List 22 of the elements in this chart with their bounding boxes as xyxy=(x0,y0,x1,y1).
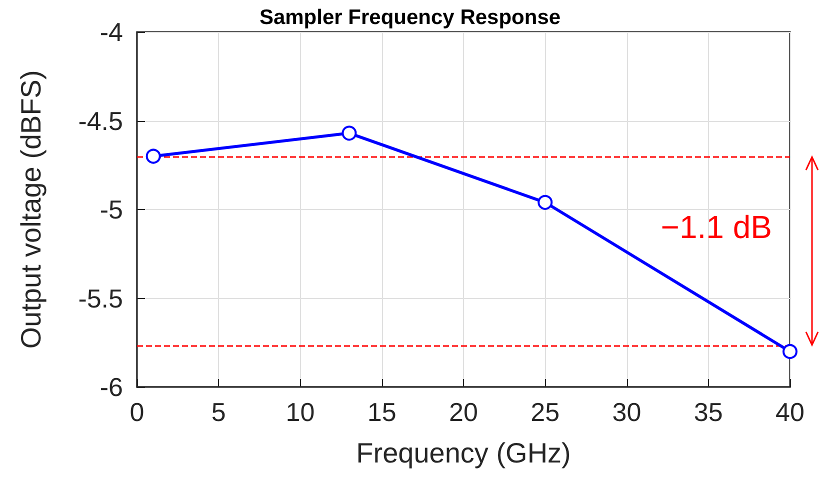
y-tick-label: -6 xyxy=(100,372,123,402)
annotation: −1.1 dB xyxy=(660,209,772,246)
point xyxy=(342,126,357,141)
x-tick-label: 5 xyxy=(211,397,226,427)
point xyxy=(782,344,798,359)
y-tick-label: -4 xyxy=(100,17,123,47)
x-tick-label: 10 xyxy=(286,397,315,427)
x-tick-label: 25 xyxy=(530,397,560,427)
x-axis-title: Frequency (GHz) xyxy=(356,438,571,468)
chart-title: Sampler Frequency Response xyxy=(259,6,561,29)
point xyxy=(538,194,553,210)
y-tick-label: -5 xyxy=(100,194,123,224)
x-tick-label: 15 xyxy=(367,397,396,427)
x-tick-label: 20 xyxy=(449,397,478,427)
x-tick-label: 0 xyxy=(130,397,144,427)
x-tick-label: 40 xyxy=(776,397,804,427)
x-tick-label: 35 xyxy=(694,397,723,427)
point xyxy=(146,148,161,164)
y-tick-label: -5.5 xyxy=(78,283,123,314)
x-tick-label: 30 xyxy=(612,397,642,427)
y-tick-label: -4.5 xyxy=(78,106,123,136)
y-axis-title: Output voltage (dBFS) xyxy=(16,70,46,349)
